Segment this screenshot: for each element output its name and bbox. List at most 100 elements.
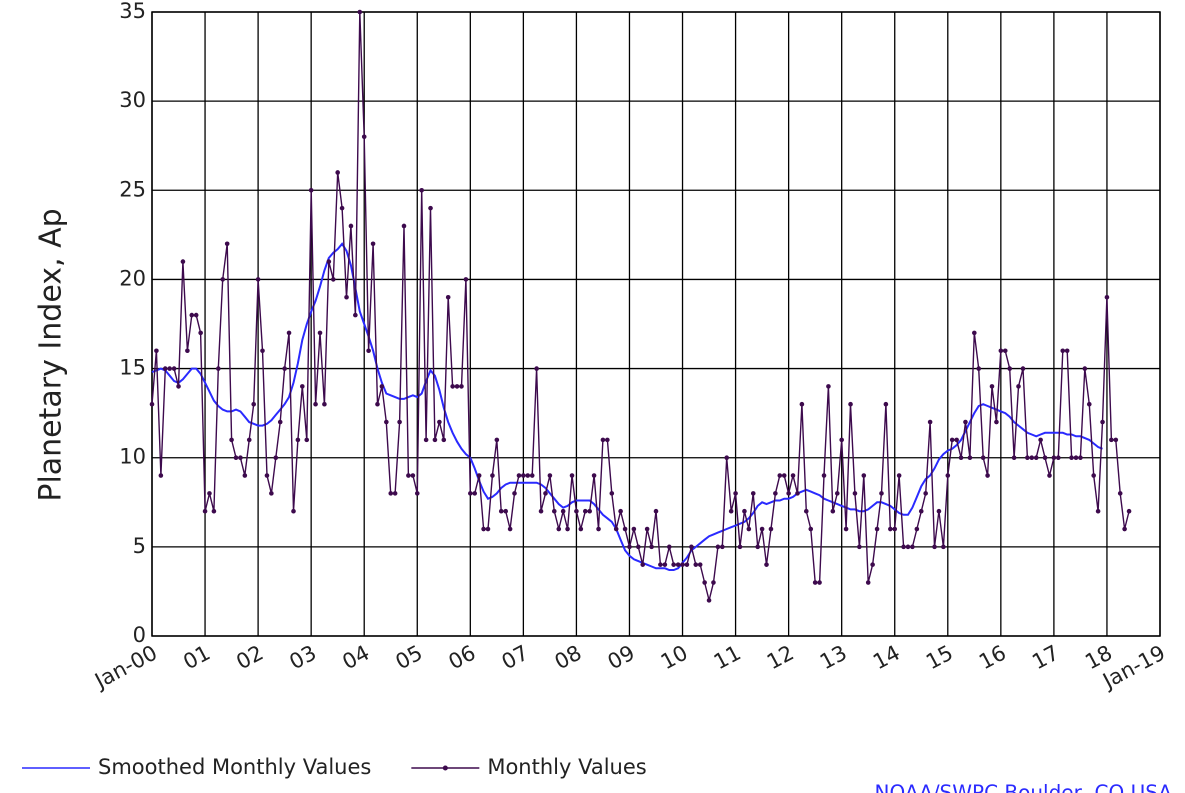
data-point [817,580,822,585]
data-point [1064,348,1070,354]
x-tick-label: 17 [1028,641,1063,675]
data-point [905,544,911,550]
data-point [720,544,725,550]
data-point [640,562,646,567]
data-point [764,562,769,567]
data-point [1020,366,1026,371]
data-point [246,437,252,443]
data-point [658,562,663,567]
data-point [883,401,889,407]
data-point [233,455,239,461]
data-point [693,562,699,567]
x-tick-label: 09 [604,641,639,675]
data-point [949,437,955,443]
data-point [459,384,464,389]
data-point [865,580,871,585]
data-point [264,473,270,478]
data-point [379,384,385,389]
data-point [468,491,473,496]
data-point [578,526,584,532]
data-point [901,544,906,550]
data-point [375,401,380,407]
data-point [255,277,261,282]
data-point [494,437,500,443]
data-point [1025,455,1030,461]
data-point [697,562,703,567]
data-point [543,491,548,496]
data-point [445,294,451,300]
data-point [715,544,721,550]
data-point [649,544,654,550]
data-point [490,473,495,478]
data-point [512,491,517,496]
y-tick-label: 30 [119,88,146,112]
data-point [799,401,805,407]
data-point [450,384,455,389]
data-point [852,491,858,496]
data-point [1011,455,1017,461]
data-point [1007,366,1013,371]
data-point [406,473,411,478]
data-point [189,312,195,318]
x-tick-label: 04 [339,641,374,675]
data-point [808,526,814,532]
x-tick-label: 12 [763,641,798,675]
data-point [180,259,186,264]
data-point [1033,455,1039,461]
data-point [273,455,279,461]
data-point [534,366,539,371]
x-tick-label: 14 [869,641,904,675]
data-point [344,294,349,300]
data-point [1113,437,1119,443]
data-point [216,366,221,371]
data-point [874,526,880,532]
data-point [750,491,756,496]
data-point [910,544,915,550]
data-point [423,437,429,443]
data-point [1016,384,1021,389]
data-point [803,508,809,514]
x-tick-label: Jan-00 [89,641,161,694]
data-point [605,437,610,443]
data-point [963,419,968,425]
data-point [680,562,685,567]
data-point [587,508,592,514]
data-point [1051,455,1057,461]
data-point [388,491,394,496]
data-point [927,419,933,425]
data-point [397,419,402,425]
data-point [291,508,296,514]
data-point [711,580,716,585]
data-point [994,419,999,425]
data-point [432,437,438,443]
data-point [149,401,155,407]
data-point [1109,437,1114,443]
data-point [472,491,478,496]
data-point [972,330,977,336]
data-point [985,473,990,478]
data-point [932,544,937,550]
data-point [538,508,544,514]
x-tick-label: 03 [285,641,320,675]
data-point [299,384,305,389]
data-point [348,223,354,229]
data-point [958,455,964,461]
data-point [207,491,212,496]
data-point [410,473,416,478]
data-point [229,437,234,443]
y-tick-label: 20 [119,266,146,290]
x-tick-label: 15 [922,641,957,675]
data-point [728,508,734,514]
data-point [644,526,650,532]
data-point [481,526,486,532]
data-point [812,580,818,585]
data-point [618,508,623,514]
x-tick-label: 01 [179,641,214,675]
data-point [260,348,265,354]
data-point [834,491,840,496]
data-point [918,508,924,514]
data-point [759,526,765,532]
y-tick-label: 0 [133,623,146,647]
data-point [622,526,628,532]
